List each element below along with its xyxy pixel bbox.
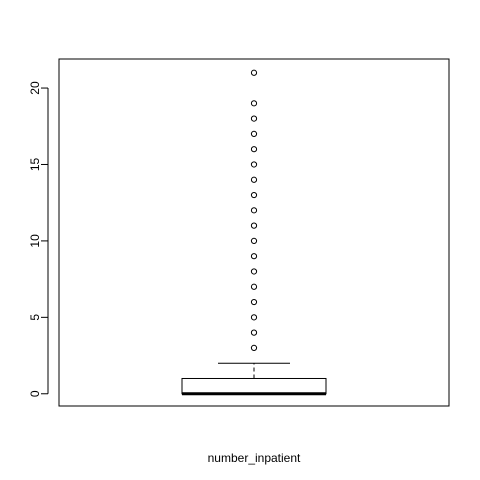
x-axis-label: number_inpatient	[208, 451, 301, 465]
outlier-point	[250, 191, 258, 199]
y-tick-label: 0	[28, 390, 42, 397]
y-tick-label: 20	[28, 81, 42, 95]
outlier-point	[250, 100, 258, 107]
y-tick-label: 15	[28, 157, 42, 171]
outlier-point	[250, 130, 258, 138]
outlier-point	[250, 115, 258, 122]
outlier-point	[250, 161, 258, 168]
outlier-point	[250, 329, 258, 336]
outlier-point	[250, 146, 258, 153]
outlier-point	[250, 344, 258, 352]
y-axis: 0 5 10 15 20	[28, 81, 49, 397]
y-tick-label: 10	[28, 234, 42, 248]
outlier-point	[250, 314, 258, 321]
outlier-point	[250, 298, 258, 306]
outlier-point	[250, 69, 258, 76]
plot-frame	[58, 58, 450, 407]
box-group	[181, 362, 327, 396]
outlier-point	[250, 268, 258, 275]
outlier-point	[250, 253, 258, 260]
outlier-point	[250, 176, 258, 183]
outlier-point	[250, 207, 258, 214]
outlier-point	[250, 222, 258, 229]
outlier-group	[250, 69, 258, 352]
outlier-point	[250, 237, 258, 245]
outlier-point	[250, 283, 258, 290]
y-tick-label: 5	[28, 314, 42, 321]
